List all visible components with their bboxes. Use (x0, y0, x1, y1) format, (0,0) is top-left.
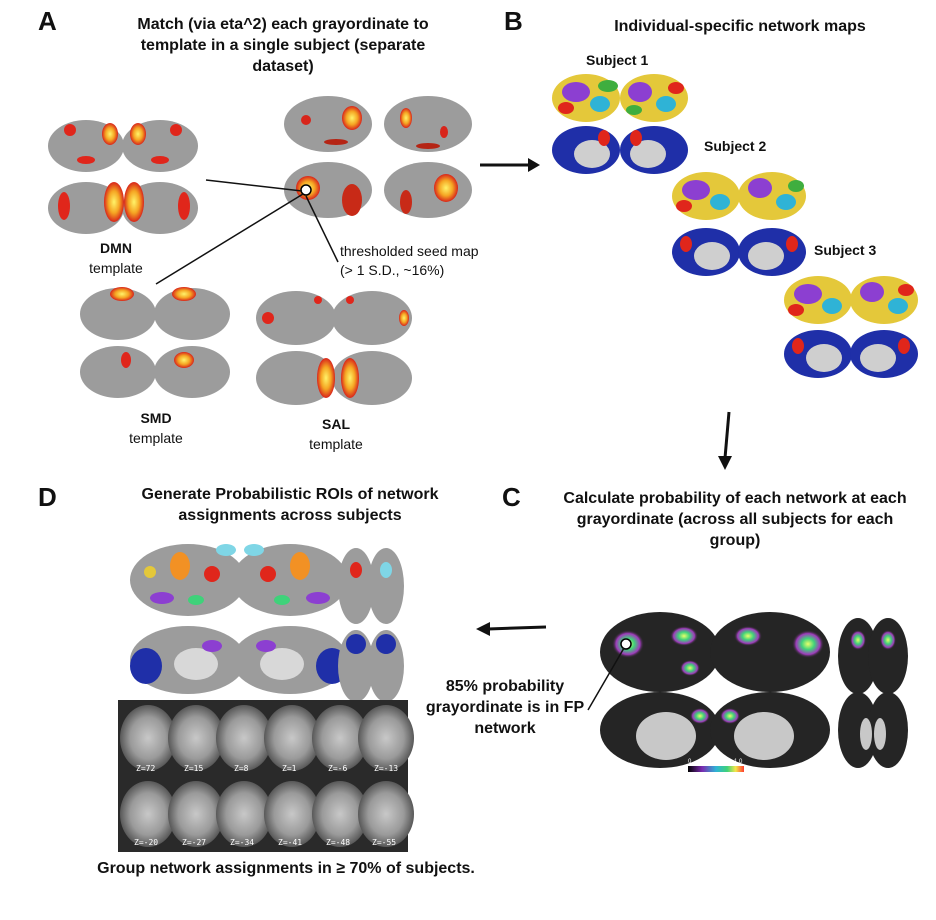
colorbar (688, 766, 744, 772)
probability-brains (600, 612, 908, 768)
dmn-template-brains (48, 120, 198, 234)
axial-slice (358, 781, 414, 847)
panel-c-title: Calculate probability of each network at… (563, 490, 907, 549)
panel-a-title: Match (via eta^2) each grayordinate to t… (137, 16, 429, 75)
seed-map-brains (284, 96, 472, 218)
slice-label: Z=1 (282, 764, 297, 773)
slice-label: Z=15 (184, 764, 204, 773)
dmn-template-word: template (89, 260, 143, 276)
slice-label: Z=72 (136, 764, 156, 773)
panel-b-title: Individual-specific network maps (614, 18, 866, 35)
subject-3-label: Subject 3 (814, 242, 877, 258)
panel-letter-b: B (504, 6, 523, 36)
seed-map-label-line1: thresholded seed map (340, 243, 479, 259)
axial-slice (358, 705, 414, 771)
axial-slice (120, 705, 176, 771)
slice-label: Z=-20 (134, 838, 159, 847)
axial-slice (264, 705, 320, 771)
seed-map-label-line2: (> 1 S.D., ~16%) (340, 262, 445, 278)
axial-slices-top-row: Z=72 Z=15 Z=8 Z=1 Z=-6 Z=-13 (118, 700, 414, 776)
panel-letter-d: D (38, 482, 57, 512)
axial-slice (264, 781, 320, 847)
slice-label: Z=-34 (230, 838, 255, 847)
subject-2-brains (672, 172, 806, 276)
dmn-label: DMN (100, 240, 132, 256)
probability-note: 85% probability grayordinate is in FP ne… (425, 678, 585, 737)
subject-1-brains (552, 74, 688, 174)
panel-letter-c: C (502, 482, 521, 512)
axial-slice (120, 781, 176, 847)
smd-template-brains (80, 287, 230, 398)
sal-label: SAL (322, 416, 350, 432)
sal-template-word: template (309, 436, 363, 452)
slice-label: Z=-13 (374, 764, 399, 773)
slice-label: Z=-27 (182, 838, 207, 847)
axial-slices-bottom-row: Z=-20 Z=-27 Z=-34 Z=-41 Z=-48 Z=-55 (118, 776, 414, 852)
slice-label: Z=-48 (326, 838, 351, 847)
panel-d-title: Generate Probabilistic ROIs of network a… (141, 486, 439, 524)
panel-letter-a: A (38, 6, 57, 36)
slice-label: Z=-41 (278, 838, 303, 847)
colorbar-min: 0 (688, 759, 692, 765)
axial-slice (216, 705, 272, 771)
smd-template-word: template (129, 430, 183, 446)
smd-label: SMD (140, 410, 172, 426)
sal-template-brains (256, 291, 412, 405)
group-note: Group network assignments in ≥ 70% of su… (97, 860, 475, 877)
subject-3-brains (784, 276, 918, 378)
subject-1-label: Subject 1 (586, 52, 649, 68)
axial-slice (168, 781, 224, 847)
slice-label: Z=8 (234, 764, 249, 773)
slice-label: Z=-55 (372, 838, 397, 847)
axial-slice (168, 705, 224, 771)
colorbar-max: 1.0 (734, 759, 743, 765)
axial-slice (216, 781, 272, 847)
slice-label: Z=-6 (328, 764, 348, 773)
group-network-brains (130, 544, 404, 702)
subject-2-label: Subject 2 (704, 138, 767, 154)
